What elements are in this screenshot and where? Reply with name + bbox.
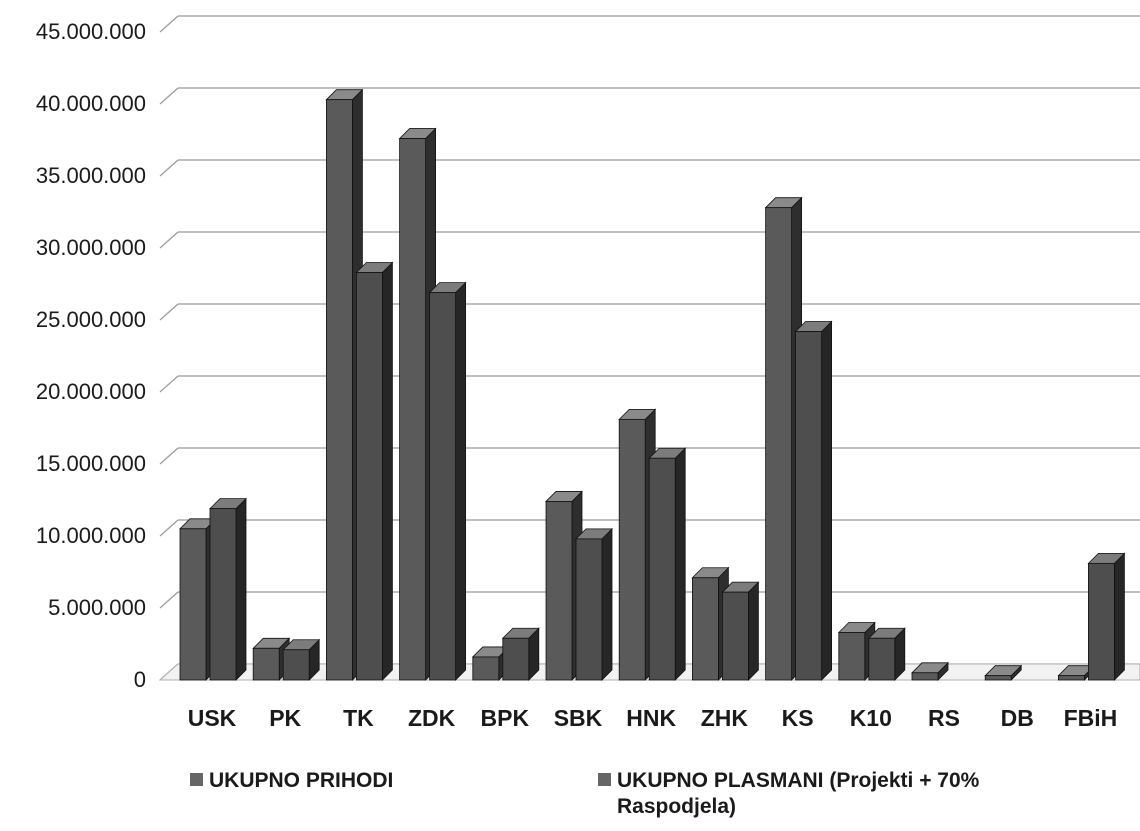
x-tick-label: TK bbox=[343, 705, 374, 731]
bar-pk-series1 bbox=[252, 637, 291, 681]
bar-front bbox=[325, 99, 353, 681]
bar-chart: 0 5.000.000 10.000.000 15.000.000 20.000.000… bbox=[36, 15, 1140, 731]
x-tick-label: RS bbox=[928, 705, 960, 731]
y-tick-label: 5.000.000 bbox=[48, 595, 146, 620]
gridline-diagonal bbox=[159, 447, 179, 465]
bar-front bbox=[209, 508, 237, 681]
bar-front bbox=[984, 675, 1012, 681]
bar-bpk-series2 bbox=[501, 627, 540, 681]
legend-swatch-prihodi bbox=[190, 773, 203, 786]
bar-side bbox=[821, 320, 832, 681]
y-tick-label: 20.000.000 bbox=[36, 379, 146, 404]
legend-label-prihodi: UKUPNO PRIHODI bbox=[209, 769, 394, 792]
bar-side bbox=[601, 527, 613, 681]
y-tick-label: 30.000.000 bbox=[36, 235, 146, 260]
gridline-diagonal bbox=[159, 519, 179, 537]
bar-zdk-series2 bbox=[428, 281, 467, 681]
y-tick-label: 10.000.000 bbox=[36, 523, 146, 548]
bar-front bbox=[1058, 675, 1085, 681]
bar-front bbox=[868, 637, 896, 681]
bar-ks-series2 bbox=[794, 320, 833, 681]
x-tick-label: FBiH bbox=[1064, 705, 1118, 731]
bar-side bbox=[235, 497, 247, 681]
y-axis-tick-labels: 0 5.000.000 10.000.000 15.000.000 20.000.000… bbox=[36, 19, 146, 692]
y-tick-label: 40.000.000 bbox=[36, 91, 146, 116]
legend-swatch-plasmani bbox=[598, 773, 611, 786]
bars bbox=[179, 88, 1126, 681]
x-tick-label: DB bbox=[1001, 705, 1034, 731]
gridline-diagonal bbox=[159, 375, 179, 393]
bar-front bbox=[472, 656, 500, 681]
bar-zhk-series2 bbox=[721, 581, 760, 681]
bar-k10-series2 bbox=[867, 627, 906, 681]
x-tick-label: BPK bbox=[481, 705, 530, 731]
x-tick-label: PK bbox=[269, 705, 301, 731]
bar-front bbox=[692, 577, 719, 681]
legend-item-prihodi: UKUPNO PRIHODI bbox=[190, 768, 393, 794]
bar-front bbox=[838, 632, 866, 681]
y-tick-label: 0 bbox=[134, 667, 146, 692]
y-tick-label: 45.000.000 bbox=[36, 19, 146, 44]
bar-usk-series2 bbox=[209, 497, 247, 681]
bar-side bbox=[455, 281, 467, 681]
gridline-diagonal bbox=[159, 87, 179, 105]
bar-front bbox=[282, 649, 310, 681]
x-tick-label: SBK bbox=[554, 705, 603, 731]
x-tick-label: ZDK bbox=[408, 705, 456, 731]
bar-front bbox=[502, 637, 530, 681]
bar-db-series1 bbox=[984, 664, 1023, 681]
y-tick-label: 35.000.000 bbox=[36, 163, 146, 188]
bar-rs-series1 bbox=[911, 661, 949, 681]
bar-front bbox=[1088, 562, 1115, 681]
x-tick-label: KS bbox=[782, 705, 814, 731]
bar-tk-series2 bbox=[355, 261, 394, 681]
bar-side bbox=[674, 447, 686, 681]
bar-front bbox=[545, 501, 573, 681]
gridline-diagonal bbox=[159, 15, 179, 33]
bar-sbk-series2 bbox=[575, 527, 613, 681]
gridline-diagonal bbox=[159, 303, 179, 321]
bar-front bbox=[179, 528, 207, 681]
bar-front bbox=[575, 538, 603, 681]
bar-front bbox=[252, 647, 280, 681]
bar-side bbox=[748, 581, 759, 681]
bar-front bbox=[765, 207, 792, 681]
x-tick-label: USK bbox=[188, 705, 237, 731]
x-tick-label: HNK bbox=[626, 705, 676, 731]
gridline-diagonal bbox=[159, 159, 179, 177]
bar-side bbox=[1114, 552, 1125, 681]
x-tick-label: ZHK bbox=[701, 705, 749, 731]
x-tick-label: K10 bbox=[850, 705, 892, 731]
gridline-diagonal bbox=[159, 591, 179, 609]
bar-front bbox=[648, 457, 676, 681]
bar-front bbox=[355, 272, 383, 681]
bar-hnk-series2 bbox=[648, 447, 687, 681]
bar-front bbox=[618, 418, 646, 681]
bar-front bbox=[911, 672, 939, 681]
x-axis-tick-labels: USK PK TK ZDK BPK SBK HNK ZHK KS K10 RS DB FBiH bbox=[188, 705, 1118, 731]
bar-pk-series2 bbox=[282, 638, 321, 681]
bar-side bbox=[381, 261, 393, 681]
gridline-diagonal bbox=[159, 231, 179, 249]
y-tick-label: 15.000.000 bbox=[36, 451, 146, 476]
bar-front bbox=[399, 138, 427, 681]
y-tick-label: 25.000.000 bbox=[36, 307, 146, 332]
legend-item-plasmani: UKUPNO PLASMANI (Projekti + 70% Raspodje… bbox=[598, 768, 1038, 820]
bar-front bbox=[795, 331, 822, 681]
bar-fbih-series2 bbox=[1087, 552, 1126, 681]
bar-front bbox=[722, 591, 749, 681]
legend-label-plasmani: UKUPNO PLASMANI (Projekti + 70% Raspodje… bbox=[617, 769, 980, 818]
bar-front bbox=[429, 292, 457, 681]
